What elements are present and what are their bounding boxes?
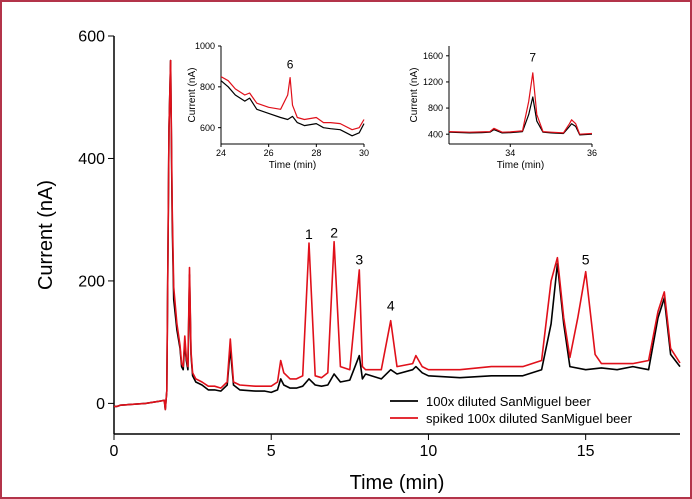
inset-2-x-tick-label: 36: [587, 148, 597, 158]
inset-2-y-tick-label: 400: [428, 129, 443, 139]
inset-1-series-sample: [220, 80, 365, 137]
inset-1-y-axis-title: Current (nA): [187, 67, 198, 122]
inset-1-x-tick-label: 26: [264, 148, 274, 158]
legend: 100x diluted SanMiguel beer spiked 100x d…: [390, 394, 633, 426]
main-peak-label-1: 1: [305, 226, 313, 242]
inset-2-x-axis-title: Time (min): [497, 160, 544, 171]
main-y-tick-label: 600: [78, 29, 105, 46]
inset-1-peak-label-6: 6: [287, 58, 294, 72]
inset-1-y-tick-label: 800: [200, 82, 215, 92]
inset-2-y-tick-label: 800: [428, 103, 443, 113]
inset-2-peak-label-7: 7: [529, 51, 536, 65]
main-peak-label-4: 4: [387, 298, 395, 314]
main-peak-label-3: 3: [355, 252, 363, 268]
main-x-tick-label: 0: [110, 443, 119, 460]
legend-label-sample: 100x diluted SanMiguel beer: [426, 394, 591, 409]
inset-2-series-sample: [448, 96, 593, 136]
main-y-tick-label: 400: [78, 151, 105, 168]
inset-2-series-spiked: [448, 72, 593, 135]
inset-1-y-tick-label: 600: [200, 123, 215, 133]
inset-1-x-tick-label: 24: [216, 148, 226, 158]
main-y-axis-title: Current (nA): [35, 180, 57, 290]
inset-2-y-tick-label: 1600: [423, 51, 443, 61]
inset-2-y-axis-title: Current (nA): [409, 67, 420, 122]
inset-1-series-spiked: [220, 76, 365, 131]
inset-1-x-axis-title: Time (min): [269, 160, 316, 171]
main-peak-label-5: 5: [582, 252, 590, 268]
inset-1-x-tick-label: 30: [359, 148, 369, 158]
main-peak-label-2: 2: [330, 225, 338, 241]
main-series-spiked: [114, 59, 681, 411]
main-y-tick-label: 0: [96, 396, 105, 413]
main-x-tick-label: 15: [577, 443, 595, 460]
legend-label-spiked: spiked 100x diluted SanMiguel beer: [426, 411, 633, 426]
main-x-tick-label: 5: [267, 443, 276, 460]
inset-1-panel: 24 26 28 30 600 800 1000 6 Time (min) Current (nA…: [187, 41, 369, 171]
inset-1-x-tick-label: 28: [311, 148, 321, 158]
inset-1-y-tick-label: 1000: [195, 41, 215, 51]
main-x-tick-label: 10: [420, 443, 438, 460]
main-series-sample: [114, 59, 681, 411]
main-x-axis-title: Time (min): [350, 472, 445, 494]
main-y-tick-label: 200: [78, 274, 105, 291]
inset-2-panel: 34 36 400 800 1200 1600 7 Time (min) Current (nA…: [409, 46, 597, 171]
inset-2-y-tick-label: 1200: [423, 77, 443, 87]
inset-2-x-tick-label: 34: [505, 148, 515, 158]
